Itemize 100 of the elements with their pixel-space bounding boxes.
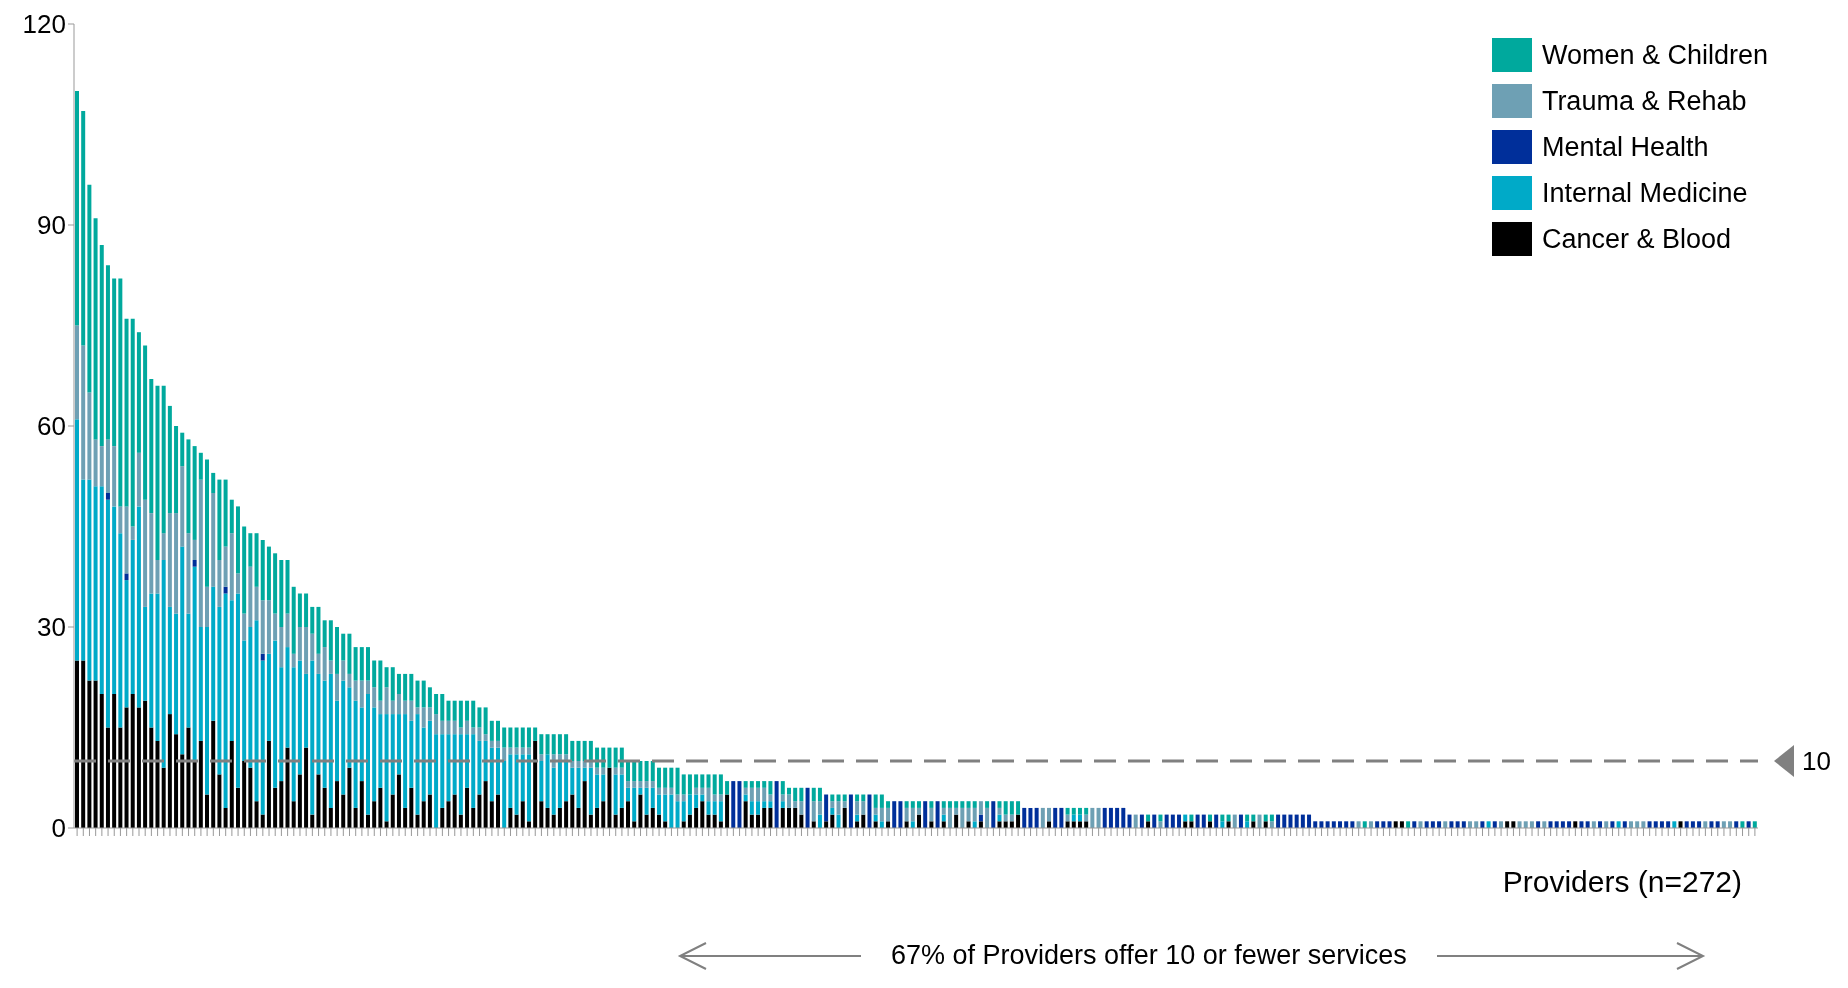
bar [130, 318, 135, 527]
bar [910, 801, 915, 808]
y-tick-label: 60 [37, 411, 66, 442]
bar [446, 801, 451, 828]
bar [205, 627, 210, 795]
bar [1071, 807, 1076, 815]
bar [161, 385, 166, 534]
bar [985, 807, 990, 828]
bar [520, 801, 525, 828]
bar [254, 801, 259, 828]
bar [266, 653, 271, 741]
bar [904, 807, 909, 822]
bar [917, 801, 921, 808]
bar [205, 586, 210, 627]
bar [570, 794, 575, 828]
bar [824, 794, 829, 822]
bar [706, 787, 711, 802]
bar [712, 801, 717, 815]
bar [359, 707, 364, 782]
bar [910, 807, 915, 822]
bar [260, 600, 265, 654]
bar [477, 740, 482, 795]
bar [471, 734, 476, 808]
bar [273, 640, 278, 788]
bar [656, 787, 661, 795]
bar [768, 801, 773, 808]
bar [118, 533, 123, 728]
bar [570, 740, 575, 761]
bar [316, 653, 321, 674]
bar [211, 720, 216, 828]
bar [879, 794, 884, 808]
bar [947, 807, 952, 828]
bar [81, 345, 86, 480]
bar [588, 767, 593, 815]
y-tick-label: 30 [37, 612, 66, 643]
bar [1047, 807, 1052, 822]
bar [446, 734, 451, 802]
bar [75, 419, 79, 661]
bar [811, 801, 816, 822]
bar [786, 807, 791, 828]
bar [118, 506, 123, 534]
bar [266, 546, 271, 601]
bar [198, 627, 203, 741]
bar [576, 761, 581, 768]
bar [155, 740, 160, 828]
bar [446, 700, 451, 721]
bar [700, 787, 705, 795]
bar [997, 807, 1002, 815]
bar [434, 694, 439, 715]
bar [1016, 801, 1021, 815]
bar [427, 707, 432, 721]
bar [217, 560, 222, 607]
bar [297, 660, 302, 775]
bar [656, 767, 661, 788]
bar [390, 700, 395, 715]
bar [322, 787, 327, 828]
bar [496, 740, 500, 748]
bar [353, 647, 358, 681]
bar [341, 633, 346, 661]
bar [743, 801, 748, 828]
bar [186, 727, 191, 828]
bar [972, 807, 977, 822]
bar [440, 720, 445, 735]
bar [421, 727, 426, 802]
bar [817, 787, 822, 802]
bar [842, 807, 847, 828]
bar [341, 660, 346, 681]
bar [347, 633, 352, 674]
bar [365, 647, 370, 681]
bar [105, 499, 110, 728]
bar [136, 452, 141, 507]
bar [570, 767, 575, 795]
bar [923, 801, 928, 828]
bar [328, 807, 333, 828]
bar [359, 781, 364, 828]
bar [130, 526, 135, 540]
bar [186, 439, 191, 534]
bar [192, 446, 197, 540]
bar [991, 801, 996, 828]
bar [235, 787, 240, 828]
bar [644, 761, 649, 782]
bar [477, 707, 482, 728]
bar [248, 627, 253, 768]
bar [285, 560, 290, 614]
bar [749, 787, 754, 802]
bar [365, 680, 370, 694]
bar [273, 613, 278, 641]
bar [242, 526, 247, 614]
bar [143, 606, 148, 701]
bar [489, 740, 494, 748]
bar [539, 754, 544, 761]
bar [149, 727, 154, 828]
bar [285, 647, 290, 748]
bar [749, 781, 754, 788]
bar [415, 714, 420, 815]
bar [421, 680, 426, 708]
bar [347, 767, 352, 828]
bar [452, 734, 457, 795]
bar [341, 794, 346, 828]
bar [242, 761, 247, 828]
